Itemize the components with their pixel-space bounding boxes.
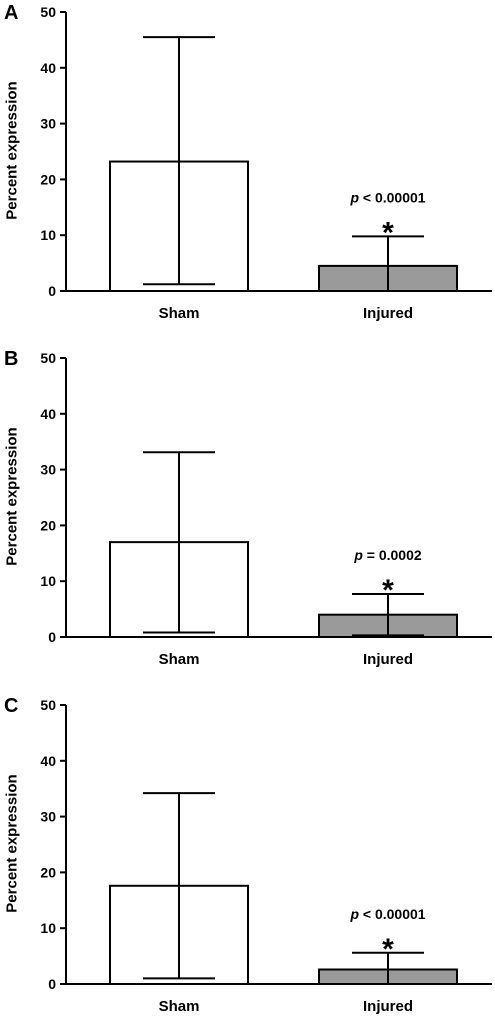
chart-panel-c: C Percent expression 0 10 20 30 40 50 Sham Inju… — [0, 693, 495, 1035]
y-tick-label: 10 — [40, 573, 56, 589]
y-tick-label: 40 — [40, 60, 56, 76]
chart-panel-a: A Percent expression 0 10 20 30 40 50 Sham Inju… — [0, 0, 495, 342]
x-tick-label: Sham — [159, 651, 200, 668]
p-value: < 0.00001 — [359, 189, 426, 205]
y-tick-label: 50 — [40, 350, 56, 366]
y-tick-label: 20 — [40, 864, 56, 880]
y-tick-label: 50 — [40, 697, 56, 713]
panel-letter: B — [4, 348, 19, 370]
p-value-label: p < 0.00001 — [349, 189, 425, 205]
panel-letter: C — [4, 695, 19, 717]
p-value-label: p = 0.0002 — [353, 547, 422, 563]
y-tick-label: 30 — [40, 462, 56, 478]
chart-svg: 0 10 20 30 40 50 Sham Injured * p = 0.0002 — [40, 350, 492, 668]
p-symbol: p — [349, 906, 359, 922]
x-tick-label: Injured — [363, 305, 413, 322]
p-value: < 0.00001 — [359, 906, 426, 922]
significance-star: * — [382, 933, 394, 966]
significance-star: * — [382, 574, 394, 607]
chart-svg: 0 10 20 30 40 50 Sham Injured * p < 0.00001 — [40, 697, 492, 1015]
panel-letter: A — [4, 2, 19, 24]
x-tick-label: Injured — [363, 998, 413, 1015]
y-tick-label: 30 — [40, 116, 56, 132]
p-value: = 0.0002 — [363, 547, 422, 563]
chart-svg: 0 10 20 30 40 50 Sham Injured * p < 0.00001 — [40, 4, 492, 322]
y-tick-label: 0 — [48, 283, 56, 299]
y-tick-label: 40 — [40, 406, 56, 422]
y-tick-label: 0 — [48, 976, 56, 992]
y-tick-label: 10 — [40, 920, 56, 936]
p-value-label: p < 0.00001 — [349, 906, 425, 922]
x-tick-label: Injured — [363, 651, 413, 668]
x-tick-label: Sham — [159, 998, 200, 1015]
chart-panel-b: B Percent expression 0 10 20 30 40 50 Sham Inju… — [0, 346, 495, 688]
y-tick-label: 10 — [40, 227, 56, 243]
y-tick-label: 30 — [40, 809, 56, 825]
y-tick-label: 20 — [40, 171, 56, 187]
y-tick-label: 20 — [40, 517, 56, 533]
y-tick-label: 0 — [48, 629, 56, 645]
p-symbol: p — [353, 547, 363, 563]
significance-star: * — [382, 216, 394, 249]
y-tick-label: 50 — [40, 4, 56, 20]
p-symbol: p — [349, 189, 359, 205]
x-tick-label: Sham — [159, 305, 200, 322]
y-tick-label: 40 — [40, 753, 56, 769]
